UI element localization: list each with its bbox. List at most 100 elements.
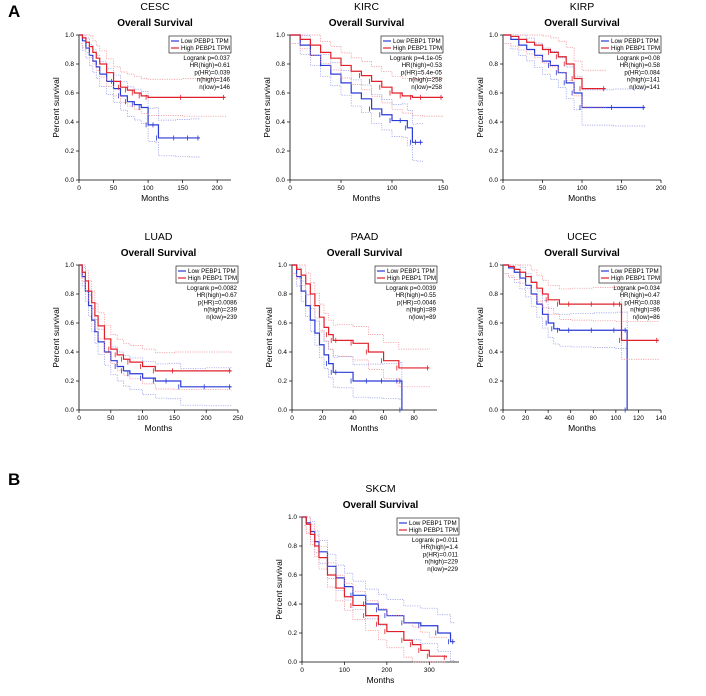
x-tick-label: 250 — [233, 415, 244, 422]
y-tick-label: 0.8 — [489, 61, 498, 68]
y-tick-label: 0.0 — [276, 177, 285, 184]
stat-text: n(low)=229 — [427, 566, 458, 573]
y-tick-label: 0.4 — [278, 349, 287, 356]
stat-text: n(high)=258 — [409, 77, 443, 84]
ci-upper-high — [503, 34, 607, 71]
stat-text: n(low)=239 — [206, 314, 237, 321]
km-panel-kirc: KIRC Overall Survival 0.0 0.2 0.4 0.6 0.8 1.0 0 5… — [262, 1, 449, 203]
y-tick-label: 0.2 — [489, 148, 498, 155]
panel-label-b: B — [8, 470, 21, 489]
km-panel-luad: LUAD Overall Survival 0.0 0.2 0.4 0.6 0.8 1.0 0 5… — [51, 231, 244, 433]
legend-box — [380, 35, 444, 54]
y-tick-label: 0.8 — [489, 291, 498, 298]
survival-curve-high — [302, 516, 447, 658]
stat-text: Logrank p=4.1e-05 — [390, 55, 443, 62]
x-tick-label: 300 — [424, 667, 435, 674]
stat-text: p(HR)=0.039 — [194, 69, 230, 76]
stat-text: HR(high)=0.55 — [396, 292, 437, 299]
stat-text: n(high)=146 — [197, 77, 231, 84]
x-tick-label: 40 — [349, 415, 357, 422]
ci-upper-low — [503, 264, 628, 391]
ci-upper-high — [302, 516, 447, 639]
y-tick-label: 0.4 — [489, 119, 498, 126]
cancer-label: SKCM — [365, 483, 395, 495]
ci-upper-high — [79, 264, 232, 354]
x-tick-label: 200 — [656, 185, 667, 192]
x-axis-label: Months — [568, 193, 596, 203]
x-tick-label: 0 — [300, 667, 304, 674]
ci-upper-low — [79, 264, 232, 369]
x-tick-label: 50 — [107, 415, 115, 422]
y-tick-label: 0.2 — [288, 630, 297, 637]
x-tick-label: 200 — [212, 185, 223, 192]
survival-curve-high — [292, 264, 430, 369]
survival-curve-high — [290, 34, 443, 98]
x-tick-label: 100 — [610, 415, 621, 422]
legend-entry: Low PEBP1 TPM — [393, 38, 441, 45]
legend-box — [396, 517, 460, 536]
x-axis-label: Months — [367, 675, 395, 685]
stat-text: HR(high)=0.58 — [620, 62, 661, 69]
y-tick-label: 0.4 — [65, 119, 74, 126]
y-axis-label: Percent survival — [274, 559, 284, 620]
legend-entry: Low PEBP1 TPM — [188, 268, 236, 275]
chart-title: Overall Survival — [544, 248, 620, 259]
stat-text: HR(high)=0.67 — [197, 292, 238, 299]
chart-title: Overall Survival — [117, 18, 193, 29]
legend-box — [168, 35, 232, 54]
x-tick-label: 20 — [319, 415, 327, 422]
stat-text: HR(high)=0.53 — [402, 62, 443, 69]
ci-lower-low — [292, 273, 403, 410]
x-tick-label: 150 — [169, 415, 180, 422]
stat-text: HR(high)=1.4 — [421, 544, 459, 551]
ci-upper-low — [503, 34, 646, 91]
ci-upper-low — [79, 34, 201, 121]
cancer-label: LUAD — [144, 231, 172, 243]
ci-lower-low — [79, 43, 201, 158]
cancer-label: KIRC — [354, 1, 380, 13]
x-tick-label: 20 — [522, 415, 530, 422]
legend-entry: High PEBP1 TPM — [611, 275, 660, 282]
km-panel-cesc: CESC Overall Survival 0.0 0.2 0.4 0.6 0.8 1.0 0 5… — [51, 1, 232, 203]
x-tick-label: 140 — [656, 415, 667, 422]
cancer-label: PAAD — [351, 231, 379, 243]
y-tick-label: 1.0 — [65, 32, 74, 39]
legend-entry: High PEBP1 TPM — [188, 275, 237, 282]
stat-text: Logrank p=0.034 — [613, 285, 660, 292]
y-tick-label: 0.0 — [489, 407, 498, 414]
x-tick-label: 0 — [501, 415, 505, 422]
x-tick-label: 100 — [339, 667, 350, 674]
y-tick-label: 1.0 — [489, 262, 498, 269]
x-tick-label: 0 — [290, 415, 294, 422]
legend-entry: High PEBP1 TPM — [393, 45, 442, 52]
x-tick-label: 50 — [337, 185, 345, 192]
chart-title: Overall Survival — [329, 18, 405, 29]
panel-label-a: A — [8, 2, 21, 21]
stat-text: n(high)=141 — [627, 77, 661, 84]
survival-curve-low — [503, 264, 628, 410]
stat-text: HR(high)=0.61 — [190, 62, 231, 69]
y-tick-label: 0.0 — [65, 407, 74, 414]
ci-lower-low — [503, 273, 628, 410]
stat-text: Logrank p=0.037 — [183, 55, 230, 62]
y-tick-label: 0.6 — [288, 572, 297, 579]
y-tick-label: 1.0 — [276, 32, 285, 39]
x-axis-label: Months — [351, 423, 379, 433]
survival-curve-high — [503, 34, 606, 90]
legend-box — [598, 265, 662, 284]
y-axis-label: Percent survival — [51, 307, 61, 368]
y-tick-label: 0.6 — [278, 320, 287, 327]
cancer-label: UCEC — [567, 231, 597, 243]
stat-text: n(high)=89 — [406, 307, 436, 314]
x-tick-label: 60 — [380, 415, 388, 422]
cancer-label: CESC — [140, 1, 170, 13]
y-tick-label: 0.2 — [276, 148, 285, 155]
stat-text: p(HR)=0.011 — [423, 551, 459, 558]
y-tick-label: 0.8 — [276, 61, 285, 68]
x-tick-label: 120 — [633, 415, 644, 422]
legend-entry: Low PEBP1 TPM — [611, 268, 659, 275]
ci-lower-high — [79, 43, 226, 117]
x-tick-label: 80 — [590, 415, 598, 422]
ci-lower-high — [503, 273, 660, 360]
